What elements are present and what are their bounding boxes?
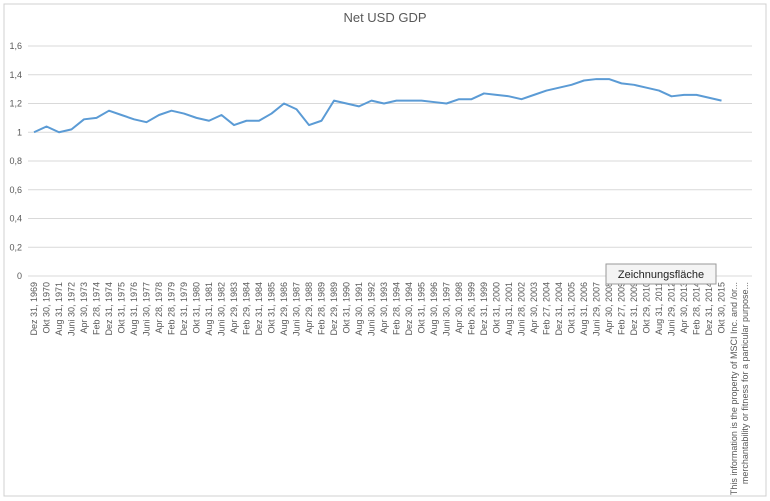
x-tick-label: Apr 30, 2013 <box>679 282 689 334</box>
x-tick-label: Dez 31, 1969 <box>29 282 39 336</box>
x-tick-label: Okt 29, 2010 <box>642 282 652 334</box>
x-tick-label: Okt 31, 1980 <box>192 282 202 334</box>
x-tick-label: Okt 30, 2015 <box>717 282 727 334</box>
x-tick-label: Feb 28, 1994 <box>392 282 402 335</box>
x-tick-label: This information is the property of MSCI… <box>729 282 750 495</box>
x-tick-label: Aug 30, 1991 <box>354 282 364 336</box>
x-tick-label: Okt 31, 2005 <box>567 282 577 334</box>
x-tick-label: Dez 31, 1999 <box>479 282 489 336</box>
x-tick-label: Aug 30, 1996 <box>429 282 439 336</box>
x-tick-label: Apr 30, 1998 <box>454 282 464 334</box>
x-tick-label: Apr 30, 1993 <box>379 282 389 334</box>
y-tick-label: 1,6 <box>9 41 22 51</box>
x-tick-label: Feb 28, 1989 <box>317 282 327 335</box>
x-tick-label: Aug 31, 2006 <box>579 282 589 336</box>
x-tick-label: Okt 31, 1995 <box>417 282 427 334</box>
x-tick-label: Dez 31, 1979 <box>179 282 189 336</box>
x-tick-label: Juni 30, 1982 <box>217 282 227 336</box>
x-tick-label: Juni 29, 2007 <box>592 282 602 336</box>
y-tick-label: 1,4 <box>9 70 22 80</box>
x-tick-label: Feb 28, 1979 <box>167 282 177 335</box>
x-tick-label: Dez 31, 2009 <box>629 282 639 336</box>
x-tick-label: Juni 30, 1972 <box>67 282 77 336</box>
x-tick-label: Apr 30, 1973 <box>79 282 89 334</box>
x-tick-label: Feb 27, 2004 <box>542 282 552 335</box>
x-tick-label: Okt 31, 1990 <box>342 282 352 334</box>
series-line <box>33 78 722 134</box>
y-tick-label: 0,8 <box>9 156 22 166</box>
x-tick-label: Dez 30, 1994 <box>404 282 414 336</box>
chart-frame <box>3 3 767 497</box>
x-tick-label: Dez 29, 1989 <box>329 282 339 336</box>
y-tick-label: 0,6 <box>9 185 22 195</box>
x-tick-label: Apr 28, 1978 <box>154 282 164 334</box>
x-tick-label: Okt 31, 1985 <box>267 282 277 334</box>
x-tick-label: Aug 29, 1986 <box>279 282 289 336</box>
x-tick-label: Juni 29, 2012 <box>667 282 677 336</box>
x-tick-label: Aug 31, 2001 <box>504 282 514 336</box>
x-tick-label: Okt 31, 2000 <box>492 282 502 334</box>
y-tick-label: 0 <box>17 271 22 281</box>
chart-title: Net USD GDP <box>343 10 426 25</box>
x-tick-label: Dez 31, 1984 <box>254 282 264 336</box>
y-tick-label: 0,4 <box>9 214 22 224</box>
x-tick-label: Juni 30, 1987 <box>292 282 302 336</box>
x-tick-label: Apr 29, 1988 <box>304 282 314 334</box>
x-tick-label: Apr 29, 1983 <box>229 282 239 334</box>
x-tick-label: Feb 28, 1974 <box>92 282 102 335</box>
x-tick-label: Dez 31, 2004 <box>554 282 564 336</box>
x-tick-label: Okt 30, 1970 <box>42 282 52 334</box>
x-tick-label: Aug 31, 2011 <box>654 282 664 335</box>
x-tick-label: Feb 26, 1999 <box>467 282 477 335</box>
x-tick-label: Aug 31, 1976 <box>129 282 139 336</box>
x-tick-label: Dez 31, 2014 <box>704 282 714 336</box>
x-tick-label: Okt 31, 1975 <box>117 282 127 334</box>
x-tick-label: Feb 28, 2014 <box>692 282 702 335</box>
x-tick-label: Juni 30, 1997 <box>442 282 452 336</box>
x-tick-label: Juni 30, 1992 <box>367 282 377 336</box>
y-tick-label: 1,2 <box>9 99 22 109</box>
tooltip-text: Zeichnungsfläche <box>618 269 704 281</box>
x-tick-label: Aug 31, 1981 <box>204 282 214 336</box>
x-tick-label: Apr 30, 2003 <box>529 282 539 334</box>
x-tick-label: Juni 28, 2002 <box>517 282 527 336</box>
x-tick-label: Juni 30, 1977 <box>142 282 152 336</box>
x-tick-label: Apr 30, 2008 <box>604 282 614 334</box>
x-tick-label: Aug 31, 1971 <box>54 282 64 336</box>
y-tick-label: 1 <box>17 127 22 137</box>
x-tick-label: Dez 31, 1974 <box>104 282 114 336</box>
tooltip: Zeichnungsfläche <box>605 263 717 285</box>
y-tick-label: 0,2 <box>9 242 22 252</box>
tooltip-box <box>605 263 717 285</box>
x-tick-label: Feb 27, 2009 <box>617 282 627 335</box>
x-tick-label: Feb 29, 1984 <box>242 282 252 335</box>
